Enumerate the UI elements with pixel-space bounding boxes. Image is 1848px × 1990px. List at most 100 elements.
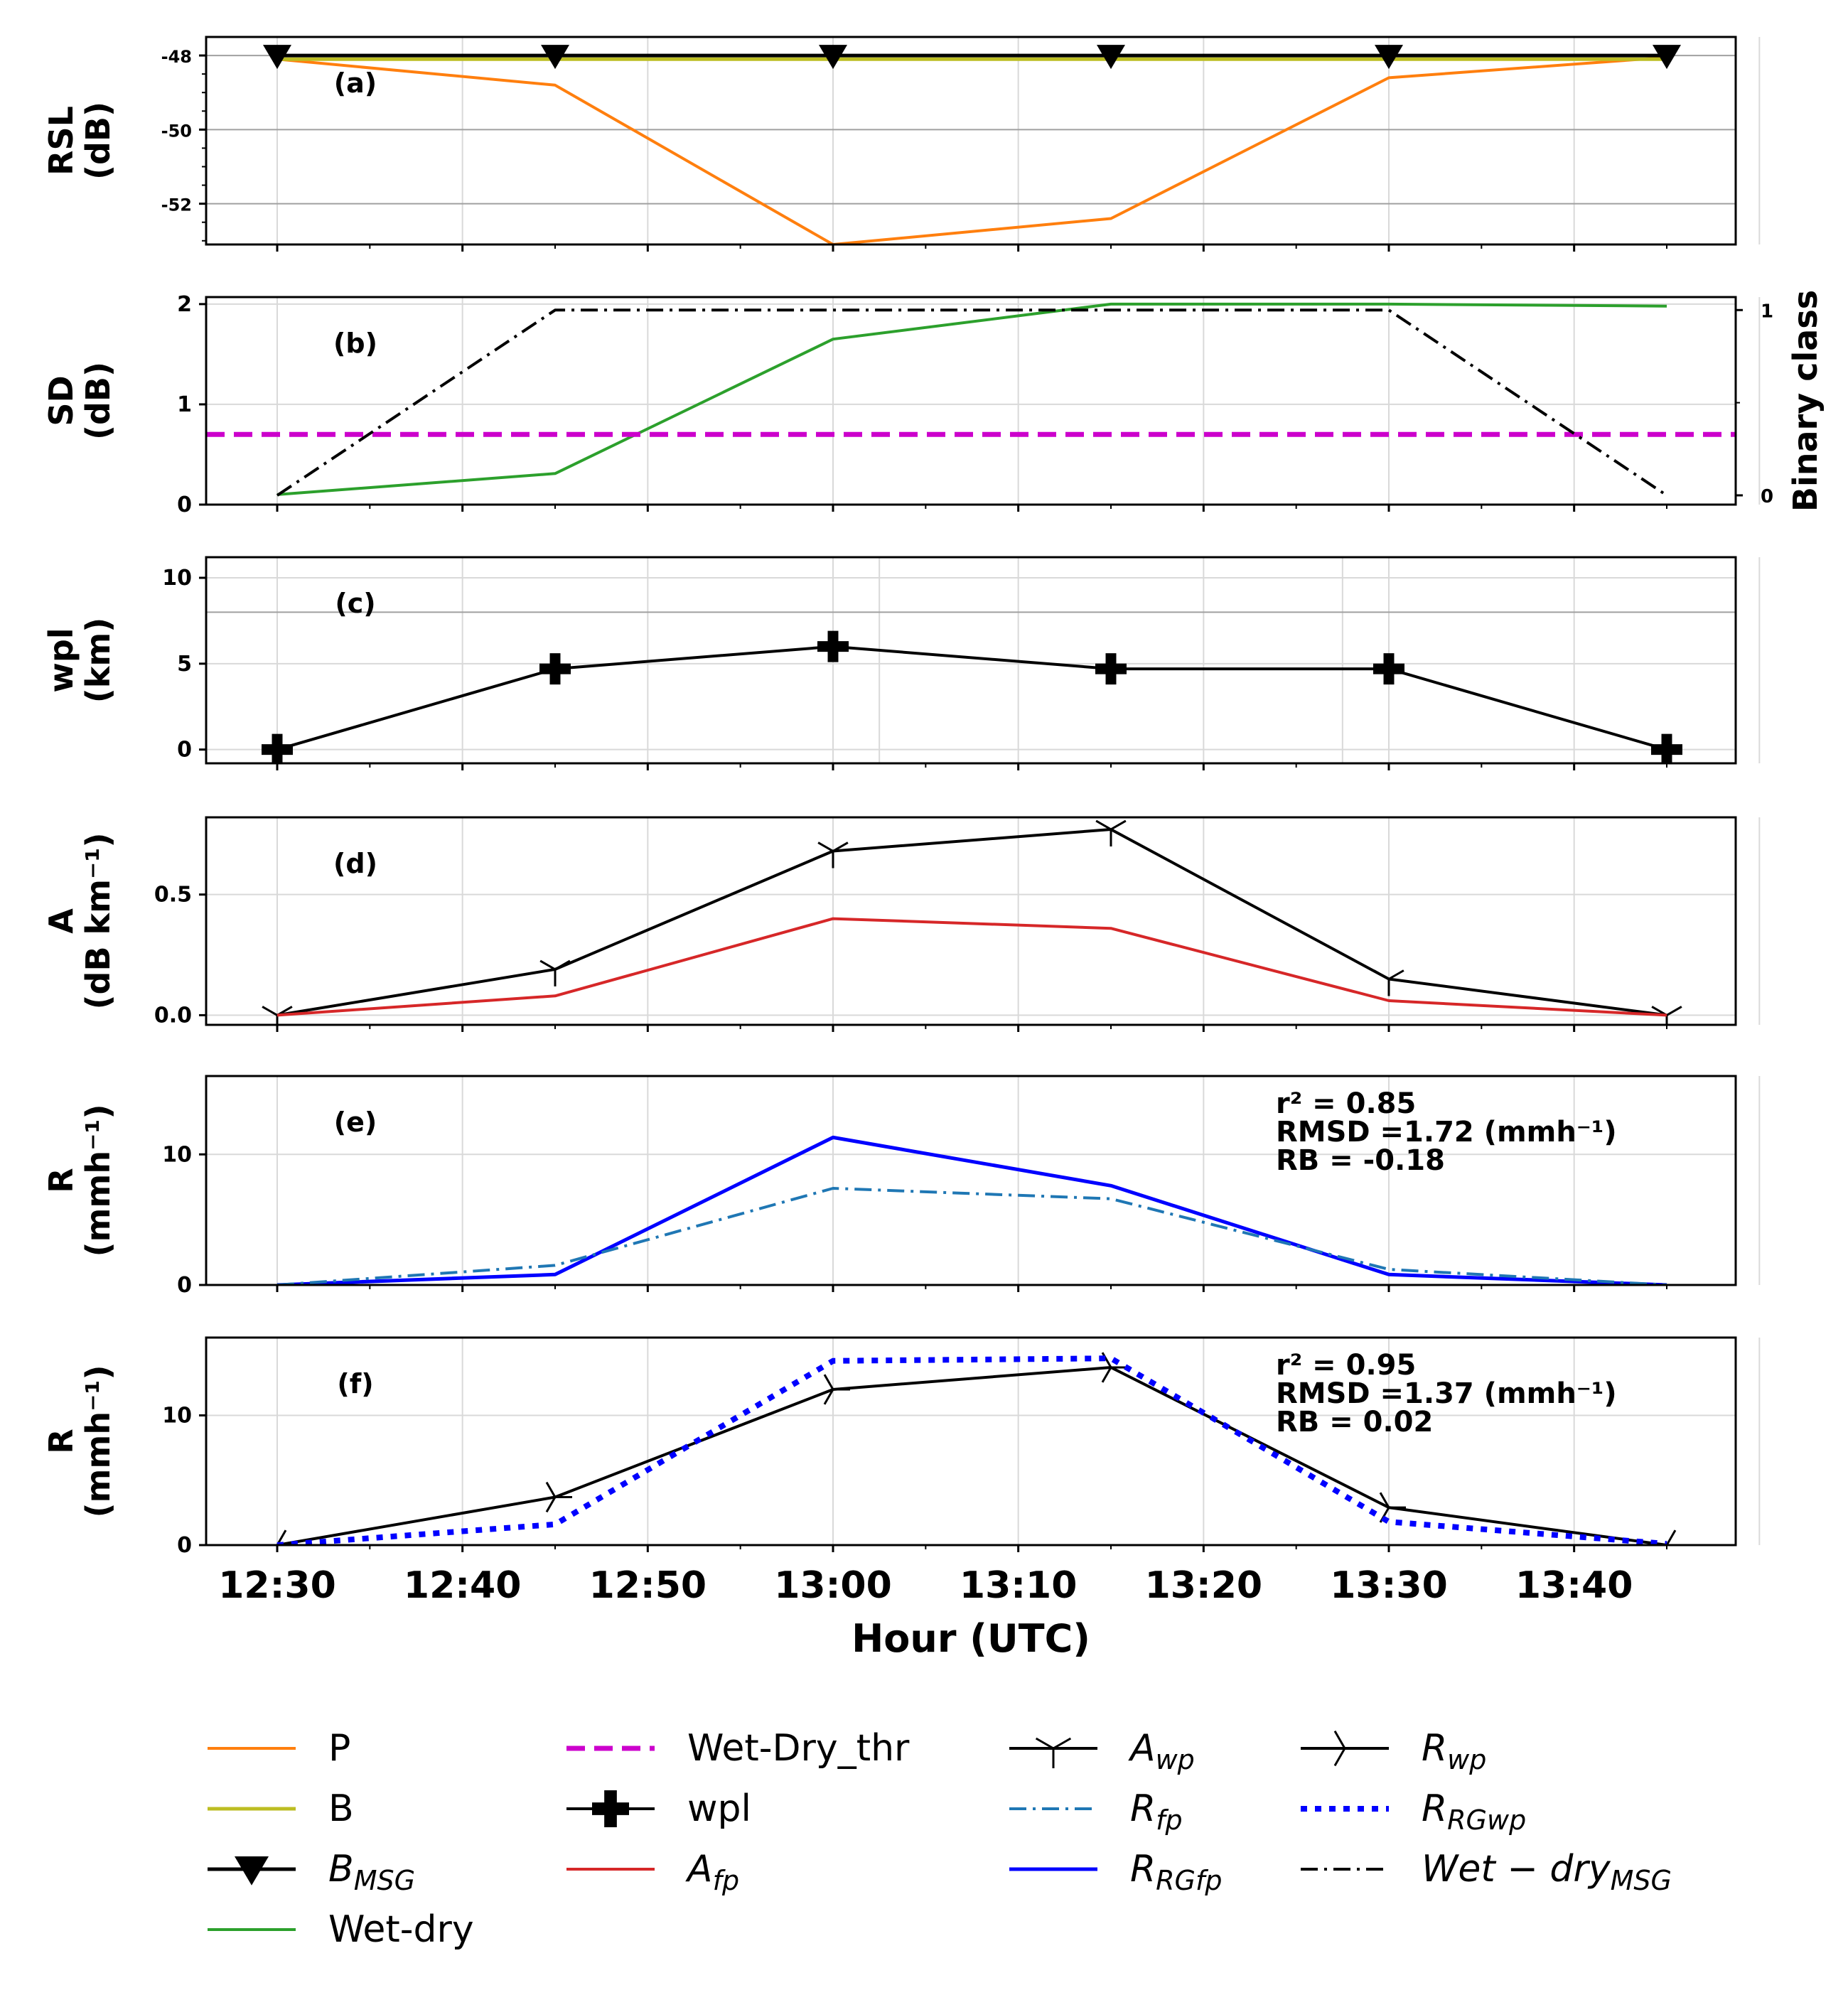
series-line-R_RGfp — [276, 1135, 1667, 1285]
data-point-A_wp — [539, 959, 571, 986]
y-tick-label: -48 — [161, 47, 192, 67]
legend-item-R_RGfp: RRGfp — [1009, 1848, 1223, 1896]
panel-tag: (e) — [334, 1107, 377, 1138]
legend-item-R_wp: Rwp — [1301, 1727, 1486, 1775]
legend-label: P — [328, 1727, 350, 1770]
data-point-R_wp — [1650, 1529, 1677, 1545]
legend-item-Wet-dry: Wet-dry — [208, 1908, 474, 1951]
series-line-Wet-dry_MSG — [276, 308, 1668, 497]
y-tick-label: 0.0 — [154, 1003, 192, 1028]
panel-d: 0.0 0.5 A(dB km⁻¹) (d) — [42, 816, 1761, 1032]
x-tick-label: 13:40 — [1515, 1564, 1633, 1607]
legend-label-sub: RGfp — [1156, 1865, 1222, 1896]
legend-swatch-marker — [1333, 1730, 1365, 1767]
series-group — [206, 302, 1736, 497]
legend-label: BMSG — [328, 1848, 415, 1896]
panel-tag: (d) — [333, 848, 377, 879]
axes-frame — [205, 556, 1737, 765]
legend-label-main: Wet-dry — [328, 1908, 474, 1951]
data-point-R_wp — [545, 1481, 572, 1513]
y-label-line2: (dB) — [79, 102, 117, 180]
data-point-A_wp — [1373, 969, 1404, 996]
legend-item-B_MSG: BMSG — [208, 1848, 415, 1896]
legend: PBBMSGWet-dryWet-Dry_thrwplAfpAwpRfpRRGf… — [208, 1727, 1672, 1951]
legend-item-wpl: wpl — [566, 1787, 751, 1830]
x-tick-label: 13:20 — [1145, 1564, 1263, 1607]
legend-label: wpl — [687, 1787, 751, 1830]
y-tick-label: 0 — [177, 493, 192, 517]
data-point-wpl — [817, 630, 849, 662]
axes-frame — [205, 296, 1737, 506]
series-line-A_wp — [276, 828, 1667, 1017]
legend-label: RRGfp — [1130, 1848, 1223, 1896]
legend-label-main: R — [1130, 1787, 1156, 1830]
y-tick-label: 0 — [177, 738, 192, 763]
y-label-line2: (mmh⁻¹) — [79, 1365, 117, 1517]
legend-swatch-marker — [592, 1790, 629, 1827]
panel-tag: (b) — [333, 328, 377, 359]
legend-label-main: P — [328, 1727, 350, 1770]
y-label-line1: R — [42, 1168, 80, 1193]
legend-item-B: B — [208, 1787, 354, 1830]
legend-label-sub: wp — [1447, 1744, 1486, 1775]
data-point-wpl — [1373, 653, 1404, 685]
x-tick-label: 13:00 — [774, 1564, 892, 1607]
legend-swatch-marker — [235, 1856, 269, 1886]
axes-frame — [205, 1336, 1737, 1547]
legend-label: Afp — [685, 1848, 739, 1896]
y-tick-label: -50 — [161, 121, 192, 141]
y-tick-label: -52 — [161, 195, 192, 215]
series-line-Wet-dry — [276, 302, 1667, 496]
series-group — [263, 45, 1681, 244]
series-line-R_fp — [276, 1187, 1667, 1285]
series-line-R_RGwp — [276, 1355, 1667, 1545]
y-tick-label: 10 — [162, 1404, 192, 1429]
legend-label-main: B — [328, 1848, 354, 1890]
data-point-B_MSG — [819, 45, 847, 70]
y-tick-label: 0 — [177, 1273, 192, 1298]
panel-a: -48 -50 -52 RSL(dB) (a) — [42, 36, 1761, 252]
data-point-B_MSG — [1653, 45, 1681, 70]
legend-label-sub: MSG — [354, 1865, 415, 1896]
y-label-line2: (dB) — [79, 362, 117, 440]
legend-label-sub: RGwp — [1447, 1805, 1526, 1836]
y-label-line1: R — [42, 1429, 80, 1453]
x-axis: 12:30 12:40 12:50 13:00 13:10 13:20 13:30 13:40… — [218, 1564, 1633, 1661]
data-point-wpl — [1095, 653, 1127, 685]
y-tick-label: 10 — [162, 1142, 192, 1167]
panel-tag: (a) — [334, 68, 377, 99]
legend-swatch-marker — [1035, 1737, 1072, 1768]
x-tick-label: 12:40 — [404, 1564, 522, 1607]
y-tick-label: 1 — [177, 392, 192, 417]
legend-item-R_RGwp: RRGwp — [1301, 1787, 1526, 1836]
data-point-B_MSG — [541, 45, 569, 70]
legend-label-main: Wet − dry — [1422, 1848, 1611, 1890]
y2-tick-label: 1 — [1761, 301, 1773, 322]
legend-label-sub: fp — [1156, 1805, 1183, 1836]
legend-label-main: R — [1422, 1787, 1447, 1830]
legend-label-main: R — [1130, 1848, 1156, 1890]
stat-r2: r² = 0.85 — [1276, 1087, 1416, 1120]
series-line-A_fp — [276, 917, 1667, 1017]
x-tick-label: 13:30 — [1330, 1564, 1448, 1607]
series-group — [262, 630, 1682, 763]
legend-label: B — [328, 1787, 354, 1830]
legend-label: Rwp — [1422, 1727, 1486, 1775]
x-tick-label: 12:30 — [218, 1564, 336, 1607]
y-label-line1: SD — [42, 375, 80, 426]
y-axis-label: R(mmh⁻¹) — [42, 1365, 117, 1517]
series-group — [262, 819, 1682, 1025]
legend-item-P: P — [208, 1727, 350, 1770]
legend-label-main: A — [1128, 1727, 1156, 1770]
y-tick-label: 2 — [177, 292, 192, 317]
y-label-line1: RSL — [42, 106, 80, 176]
y-axis-label: R(mmh⁻¹) — [42, 1104, 117, 1257]
y2-axis-label: Binary class — [1786, 290, 1825, 512]
legend-item-Wet-dry_MSG: Wet − dryMSG — [1301, 1848, 1672, 1896]
legend-label: RRGwp — [1422, 1787, 1526, 1836]
y-tick-label: 0 — [177, 1533, 192, 1558]
series-line-P — [276, 55, 1667, 244]
y-tick-label: 5 — [177, 652, 192, 677]
